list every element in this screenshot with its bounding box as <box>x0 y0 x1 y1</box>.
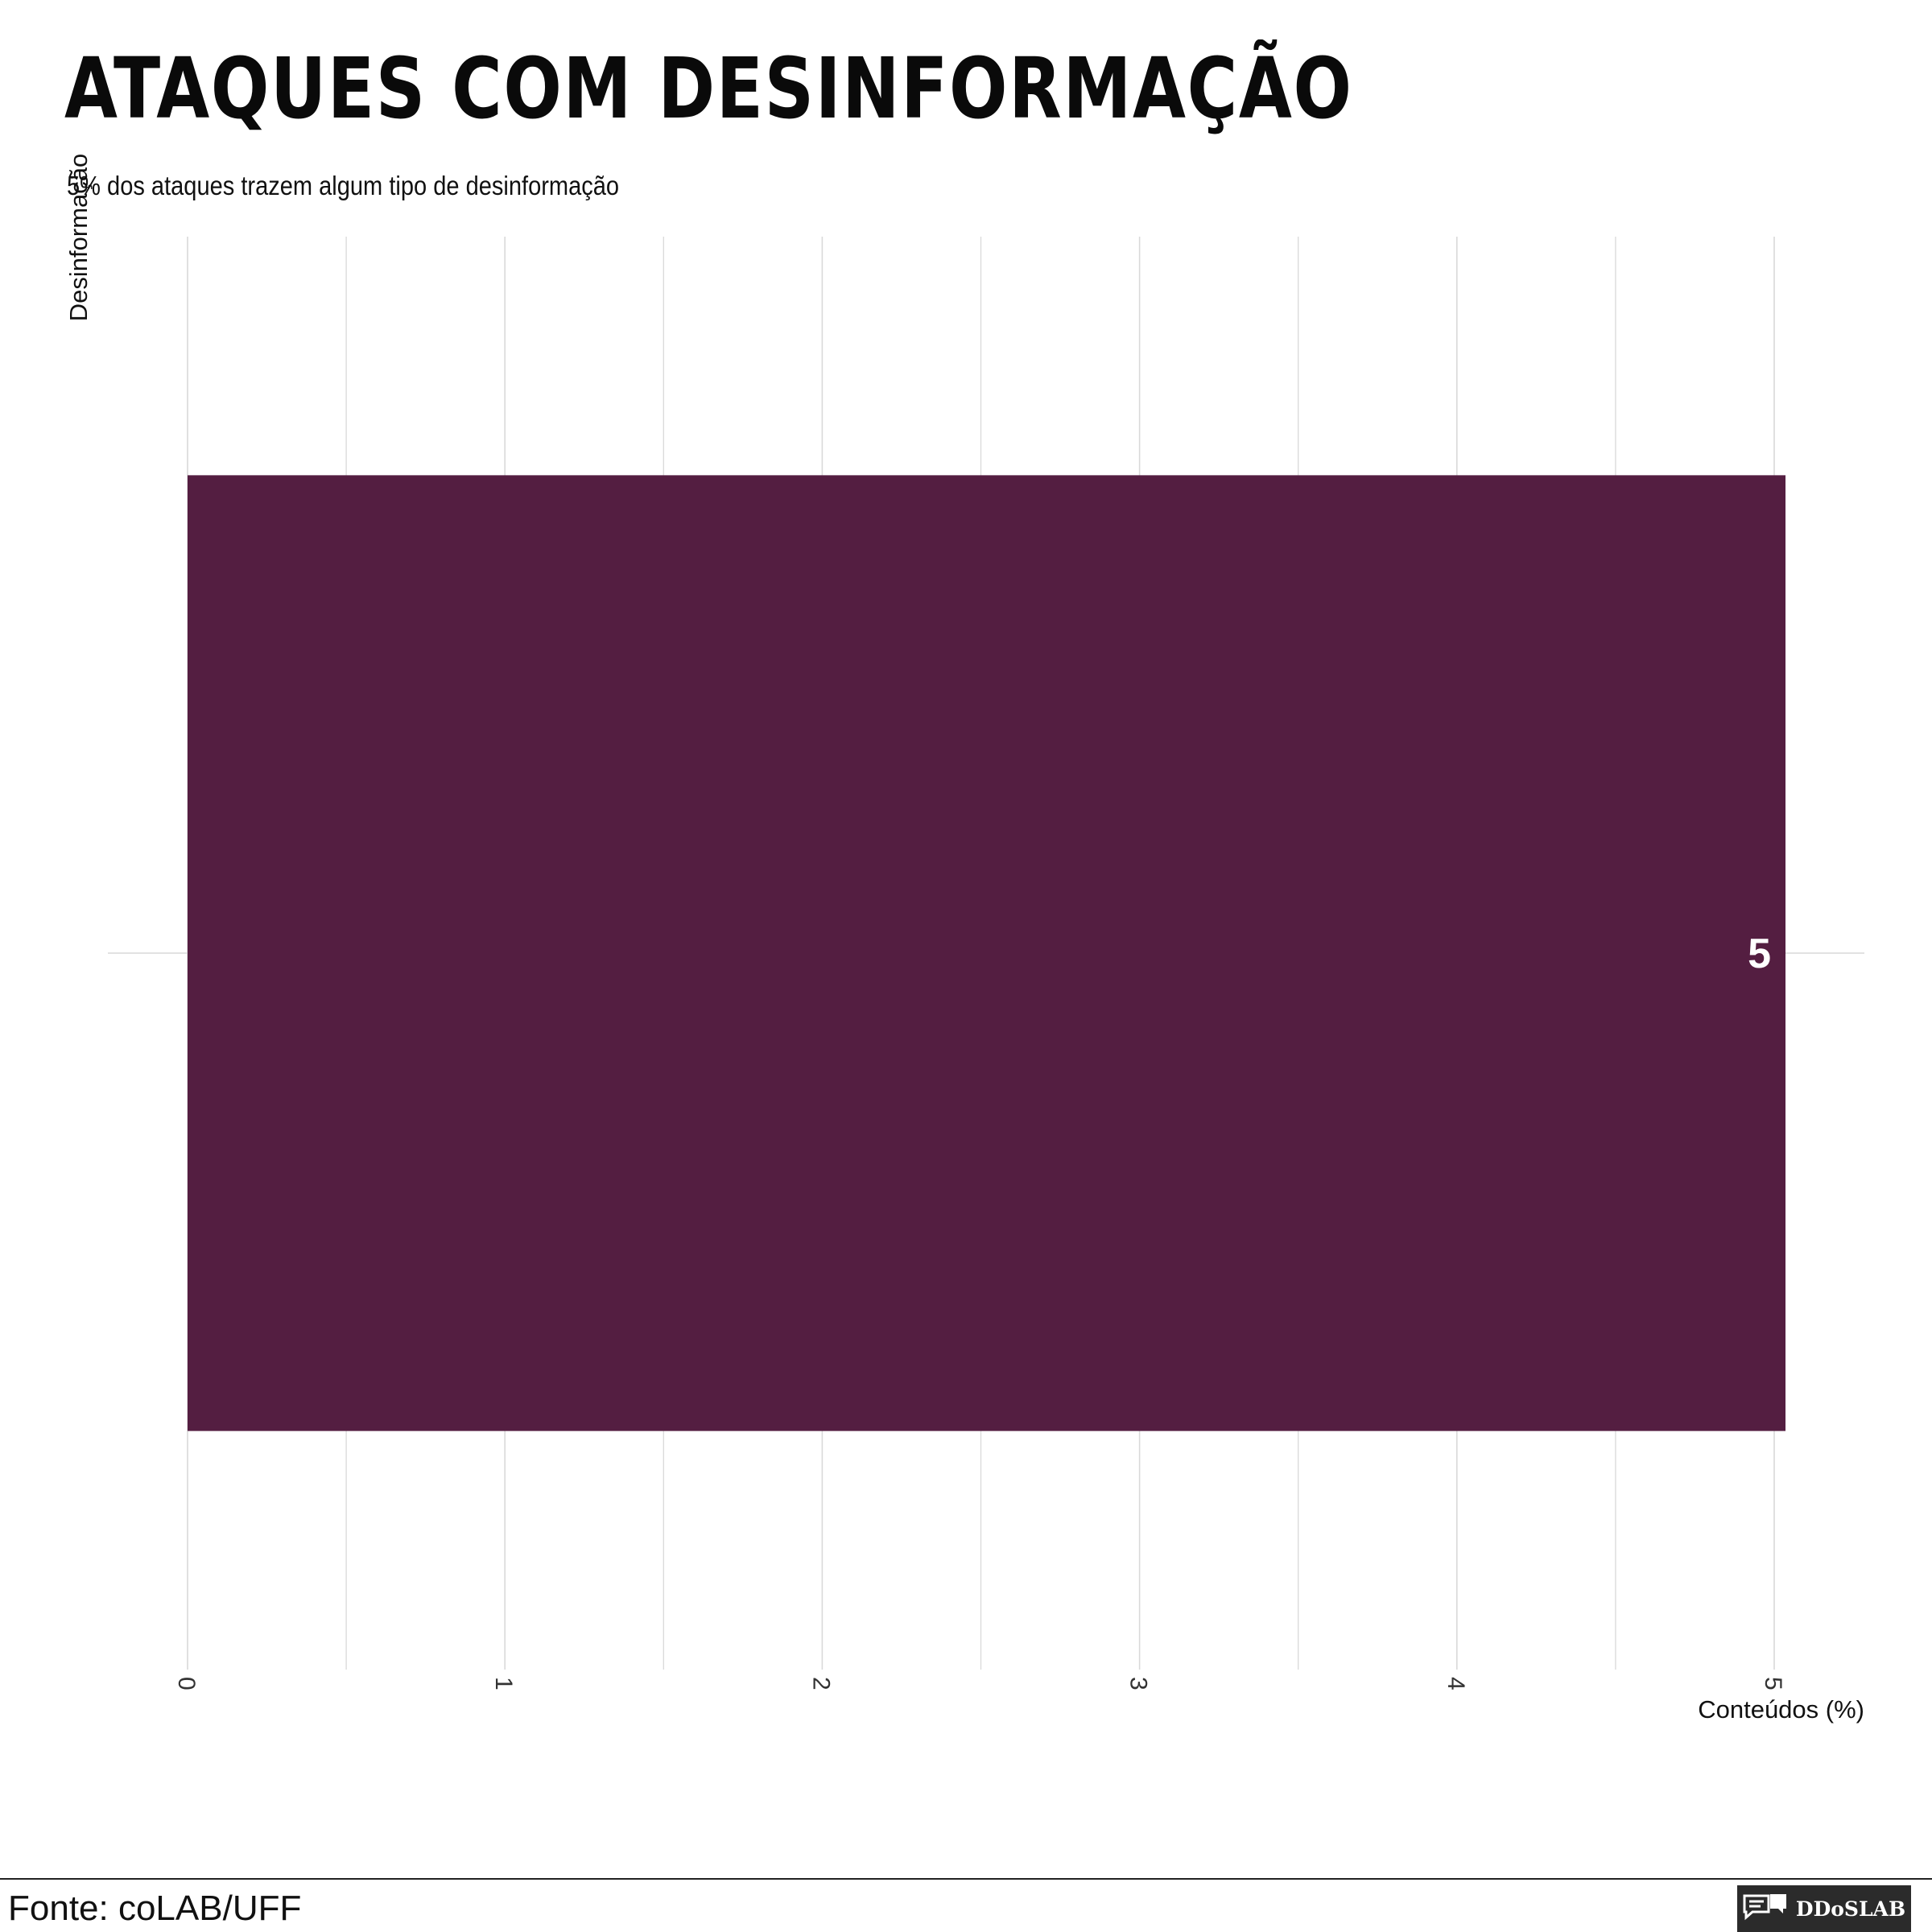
bar-chart: 5 0 1 2 3 4 5 Desinformação Conteúdos (%) <box>64 154 1864 1724</box>
y-axis-label: Desinformação <box>64 154 93 321</box>
source-note: Fonte: coLAB/UFF <box>8 1889 302 1928</box>
bar <box>188 475 1785 1431</box>
x-axis-label: Conteúdos (%) <box>1698 1695 1864 1724</box>
bar-data-label: 5 <box>1748 931 1771 977</box>
bars: 5 <box>188 475 1785 1431</box>
chat-bubbles-icon <box>1743 1894 1786 1921</box>
x-tick-label: 1 <box>490 1677 517 1690</box>
chart-subtitle: 5% dos ataques trazem algum tipo de desi… <box>67 171 620 200</box>
ddoslab-logo: DDoSLAB <box>1737 1885 1911 1932</box>
x-tick-label: 0 <box>173 1677 200 1690</box>
x-tick-label: 4 <box>1443 1677 1469 1690</box>
x-tick-label: 3 <box>1125 1677 1152 1690</box>
footer-divider <box>0 1878 1932 1880</box>
chart-title: ATAQUES COM DESINFORMAÇÃO <box>64 39 1353 138</box>
logo-text: DDoSLAB <box>1795 1897 1906 1921</box>
x-tick-label: 2 <box>807 1677 834 1690</box>
x-tick-labels: 0 1 2 3 4 5 <box>173 1677 1786 1690</box>
x-tick-label: 5 <box>1760 1677 1786 1690</box>
